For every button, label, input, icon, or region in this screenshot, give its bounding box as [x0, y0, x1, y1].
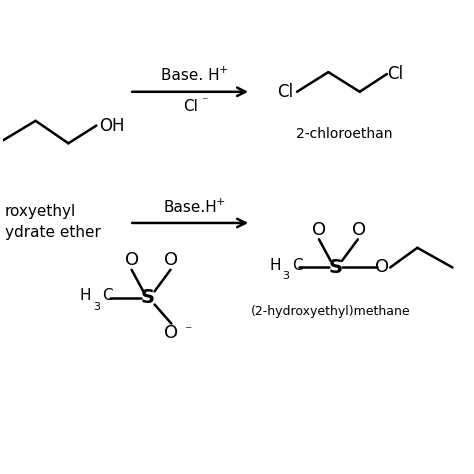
Text: Cl: Cl: [387, 65, 403, 83]
Text: 3: 3: [283, 271, 290, 281]
Text: OH: OH: [99, 117, 124, 135]
Text: H: H: [269, 257, 281, 273]
Text: O: O: [164, 251, 179, 269]
Text: 2-chloroethan: 2-chloroethan: [297, 127, 393, 141]
Text: O: O: [375, 258, 389, 276]
Text: ⁻: ⁻: [184, 324, 191, 337]
Text: H: H: [79, 288, 91, 303]
Text: S: S: [328, 258, 342, 277]
Text: O: O: [312, 221, 326, 239]
Text: ydrate ether: ydrate ether: [5, 225, 101, 240]
Text: C: C: [292, 257, 303, 273]
Text: Base. H: Base. H: [161, 68, 219, 83]
Text: O: O: [125, 251, 139, 269]
Text: Base.H: Base.H: [163, 200, 217, 215]
Text: +: +: [216, 197, 225, 207]
Text: roxyethyl: roxyethyl: [5, 204, 76, 219]
Text: C: C: [102, 288, 113, 303]
Text: 3: 3: [93, 301, 100, 311]
Text: S: S: [141, 288, 155, 308]
Text: (2-hydroxyethyl)methane: (2-hydroxyethyl)methane: [251, 305, 410, 318]
Text: +: +: [219, 65, 228, 75]
Text: O: O: [164, 324, 179, 342]
Text: Cl: Cl: [182, 99, 198, 114]
Text: O: O: [352, 221, 366, 239]
Text: Cl: Cl: [277, 83, 293, 101]
Text: ⁻: ⁻: [201, 96, 208, 109]
